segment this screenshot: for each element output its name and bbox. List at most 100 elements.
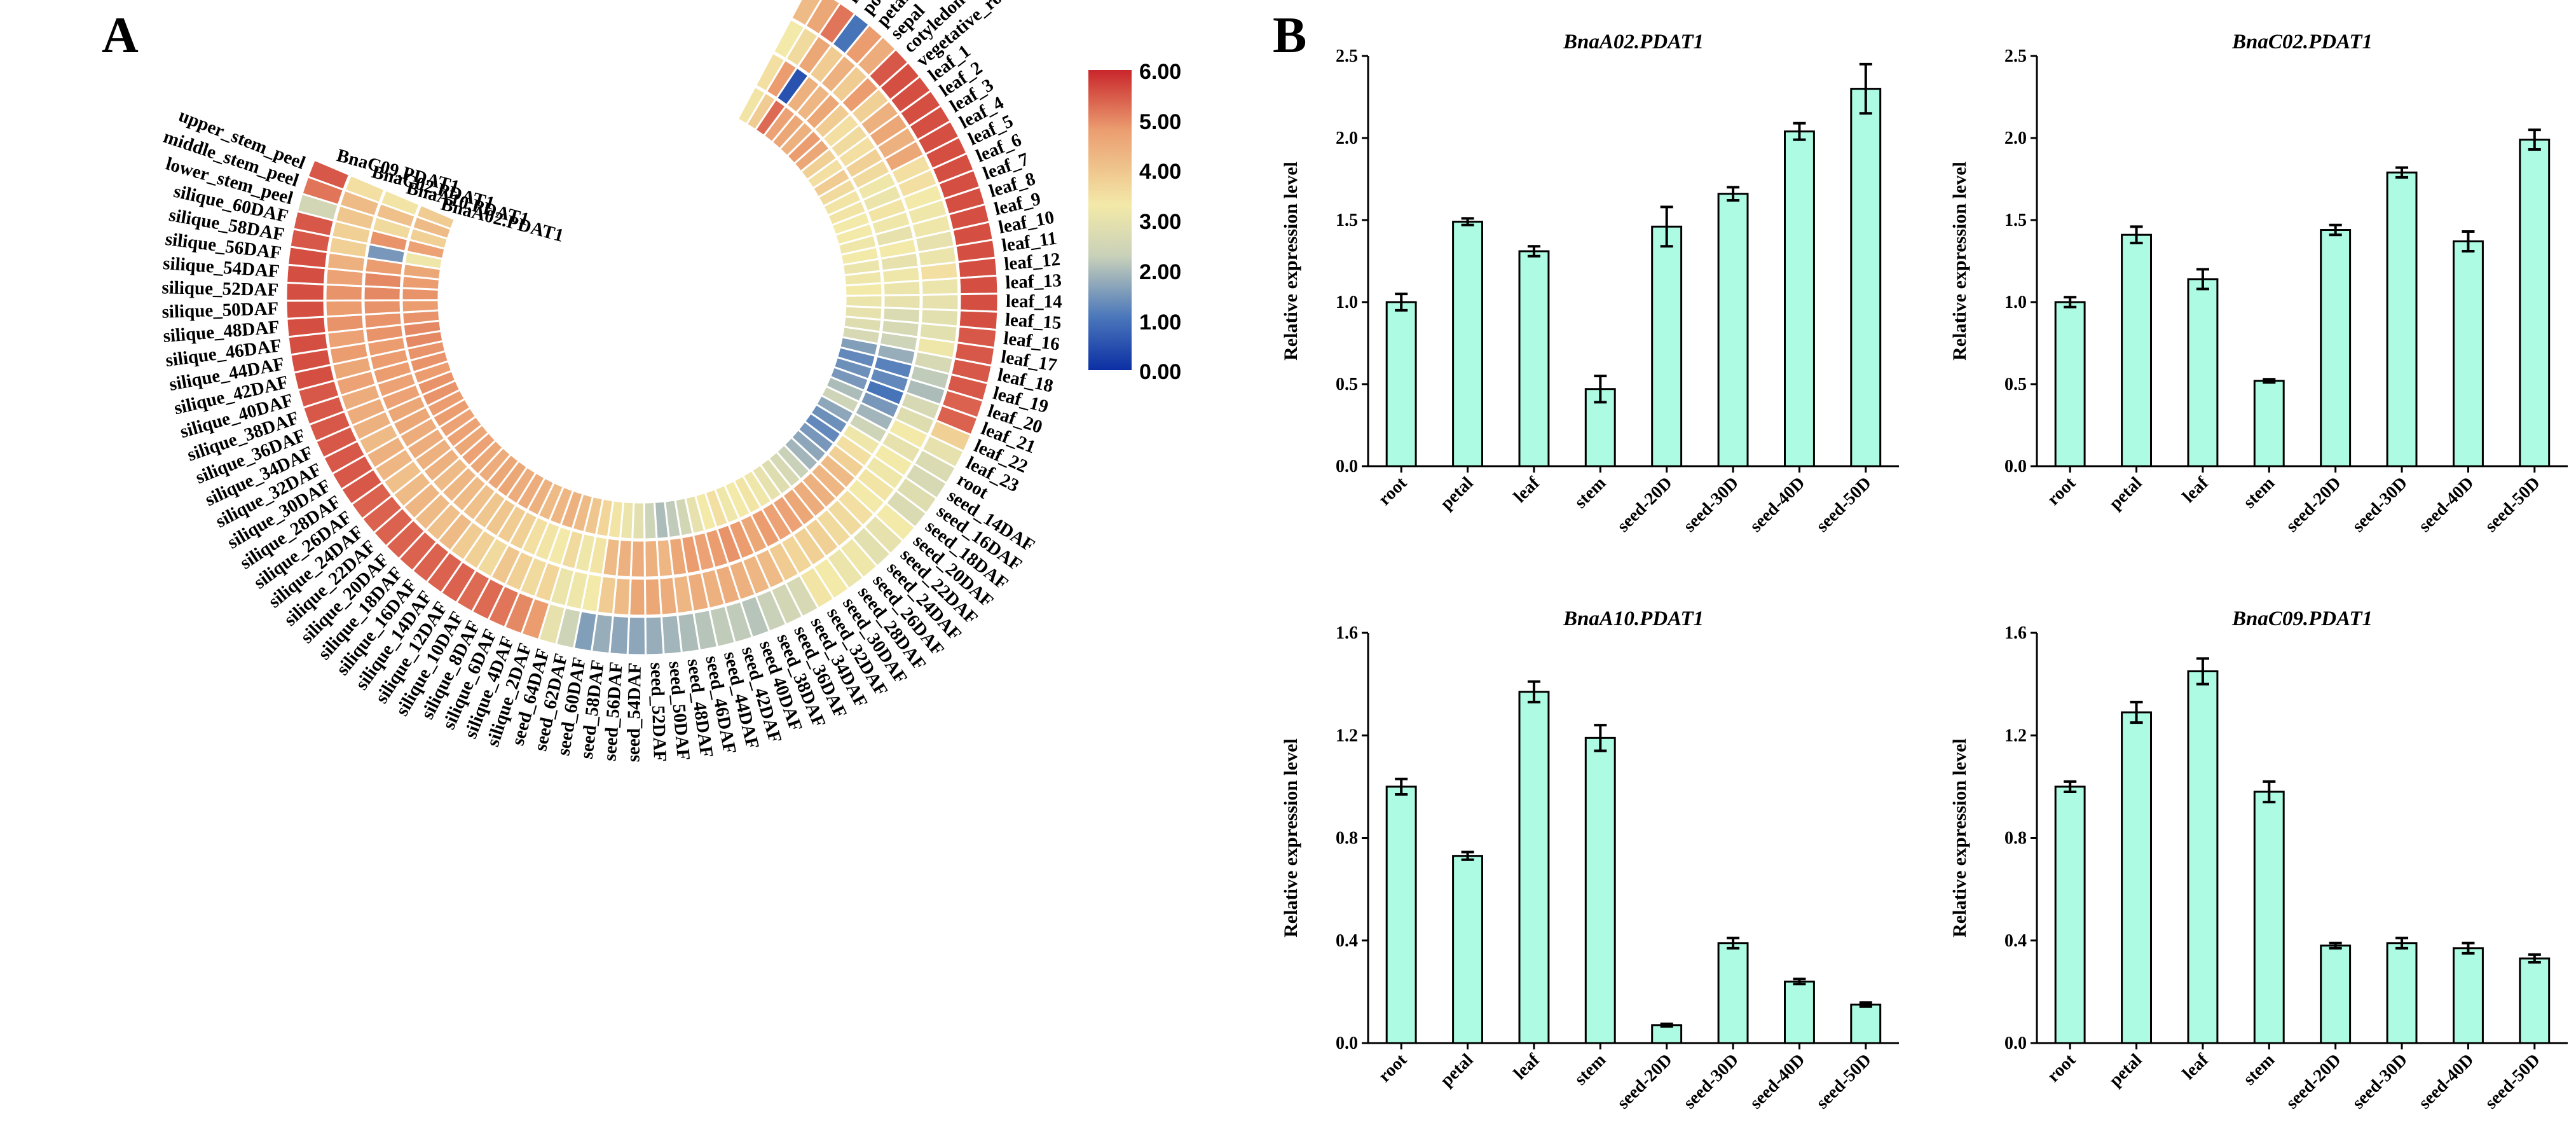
circular-heatmap: bud_2mmbud_4mmfilamentpollenpetalsepalco… bbox=[161, 0, 1062, 762]
x-tick-label: seed-30D bbox=[1680, 473, 1743, 536]
chart-title: BnaC09.PDAT1 bbox=[2231, 607, 2373, 630]
sample-label: leaf_15 bbox=[1004, 310, 1062, 333]
bar-petal bbox=[1452, 855, 1484, 1044]
y-tick-label: 2.5 bbox=[2004, 46, 2027, 66]
x-tick-label: seed-40D bbox=[2415, 473, 2477, 536]
x-tick-label: leaf bbox=[2179, 473, 2212, 507]
heatmap-cell bbox=[285, 315, 327, 338]
x-tick-label: seed-50D bbox=[1812, 473, 1875, 536]
x-tick-label: seed-20D bbox=[1613, 1050, 1676, 1113]
heatmap-cell bbox=[324, 299, 364, 318]
y-tick-label: 0.0 bbox=[2004, 457, 2027, 476]
heatmap-cell bbox=[660, 614, 683, 656]
x-tick-label: root bbox=[1374, 473, 1411, 509]
x-tick-label: seed-40D bbox=[1746, 473, 1809, 536]
y-tick-label: 0.0 bbox=[1336, 1034, 1358, 1053]
x-tick-label: leaf bbox=[1510, 473, 1544, 507]
y-tick-label: 0.0 bbox=[2004, 1034, 2027, 1053]
y-tick-label: 1.0 bbox=[2004, 293, 2027, 312]
gene-ring-label: BnaA02.PDAT1 bbox=[439, 194, 566, 246]
panel-label-b: B bbox=[1273, 8, 1306, 64]
heatmap-cell bbox=[285, 281, 326, 302]
heatmap-cell bbox=[626, 616, 647, 656]
colorbar-tick: 5.00 bbox=[1139, 110, 1181, 134]
heatmap-cell bbox=[324, 283, 364, 302]
x-tick-label: leaf bbox=[1510, 1050, 1544, 1084]
heatmap-cell bbox=[628, 577, 647, 617]
chart-title: BnaC02.PDAT1 bbox=[2231, 31, 2373, 53]
x-tick-label: stem bbox=[2240, 1050, 2279, 1089]
bar-root bbox=[1385, 785, 1417, 1044]
y-tick-label: 0.5 bbox=[2004, 375, 2027, 394]
y-axis-label: Relative expression level bbox=[1949, 162, 1970, 361]
bar-seed-50D bbox=[2519, 957, 2551, 1044]
x-tick-label: seed-30D bbox=[2348, 473, 2411, 536]
y-tick-label: 0.8 bbox=[2004, 829, 2027, 848]
x-tick-label: petal bbox=[2106, 1050, 2146, 1091]
y-tick-label: 0.4 bbox=[1336, 931, 1358, 951]
y-tick-label: 1.6 bbox=[1336, 623, 1358, 643]
chart-title: BnaA02.PDAT1 bbox=[1563, 31, 1704, 53]
sample-label: leaf_14 bbox=[1006, 291, 1062, 312]
bar-leaf bbox=[2187, 670, 2219, 1044]
x-tick-label: leaf bbox=[2179, 1050, 2212, 1084]
colorbar-tick: 4.00 bbox=[1139, 160, 1181, 184]
colorbar-tick: 3.00 bbox=[1139, 210, 1181, 234]
x-tick-label: seed-30D bbox=[1680, 1050, 1743, 1113]
heatmap-cell bbox=[958, 274, 999, 296]
bar-seed-30D bbox=[2386, 171, 2418, 467]
bar-seed-50D bbox=[1850, 88, 1882, 467]
heatmap-cell bbox=[882, 279, 922, 296]
x-tick-label: seed-20D bbox=[1613, 473, 1676, 536]
bar-stem bbox=[2253, 380, 2285, 467]
heatmap-cell bbox=[844, 282, 884, 297]
sample-label: silique_52DAF bbox=[161, 277, 278, 300]
sample-label: leaf_13 bbox=[1005, 270, 1062, 293]
x-tick-label: root bbox=[2043, 473, 2079, 509]
chart-title: BnaA10.PDAT1 bbox=[1563, 607, 1704, 630]
y-tick-label: 0.5 bbox=[1336, 375, 1358, 394]
bar-leaf bbox=[1518, 691, 1550, 1044]
bar-chart-bnac02: 0.0 0.5 1.0 1.5 2.0 2.5 BnaC02.PDAT1 Relative e… bbox=[1949, 31, 2568, 536]
colorbar-tick: 6.00 bbox=[1139, 60, 1181, 84]
bar-petal bbox=[2121, 233, 2153, 467]
x-tick-label: seed-40D bbox=[1746, 1050, 1809, 1113]
x-tick-label: stem bbox=[1571, 1050, 1610, 1089]
sample-label: silique_50DAF bbox=[161, 298, 279, 322]
x-tick-label: petal bbox=[1437, 1050, 1477, 1091]
y-tick-label: 0.0 bbox=[1336, 457, 1358, 476]
bar-petal bbox=[1452, 221, 1484, 467]
y-tick-label: 2.0 bbox=[2004, 128, 2027, 148]
bar-seed-50D bbox=[1850, 1004, 1882, 1044]
y-tick-label: 0.4 bbox=[2004, 931, 2027, 951]
heatmap-cell bbox=[956, 256, 999, 279]
x-tick-label: petal bbox=[2106, 473, 2146, 514]
bar-stem bbox=[1584, 737, 1616, 1044]
x-tick-label: seed-20D bbox=[2282, 473, 2345, 536]
heatmap-cell bbox=[921, 293, 960, 312]
x-tick-label: seed-30D bbox=[2348, 1050, 2411, 1113]
sample-label: seed_52DAF bbox=[647, 662, 671, 762]
x-tick-label: stem bbox=[2240, 473, 2279, 513]
heatmap-cell bbox=[306, 158, 351, 191]
y-tick-label: 1.2 bbox=[2004, 726, 2027, 745]
y-axis-label: Relative expression level bbox=[1280, 738, 1301, 937]
bar-leaf bbox=[2187, 278, 2219, 467]
heatmap-cell bbox=[362, 299, 402, 316]
bar-seed-30D bbox=[1717, 193, 1749, 467]
heatmap-cell bbox=[644, 615, 665, 656]
bar-stem bbox=[2253, 791, 2285, 1044]
bar-petal bbox=[2121, 711, 2153, 1044]
y-tick-label: 1.0 bbox=[1336, 293, 1358, 312]
bar-seed-40D bbox=[2453, 240, 2484, 467]
heatmap-cell bbox=[401, 299, 441, 314]
heatmap-cell bbox=[643, 577, 662, 617]
colorbar-tick: 0.00 bbox=[1139, 360, 1181, 384]
x-tick-label: seed-50D bbox=[1812, 1050, 1875, 1113]
panel-label-a: A bbox=[102, 8, 139, 64]
bar-seed-20D bbox=[1651, 1024, 1683, 1044]
bar-seed-50D bbox=[2519, 139, 2551, 467]
bar-seed-20D bbox=[2320, 229, 2352, 467]
bar-root bbox=[2054, 785, 2086, 1044]
